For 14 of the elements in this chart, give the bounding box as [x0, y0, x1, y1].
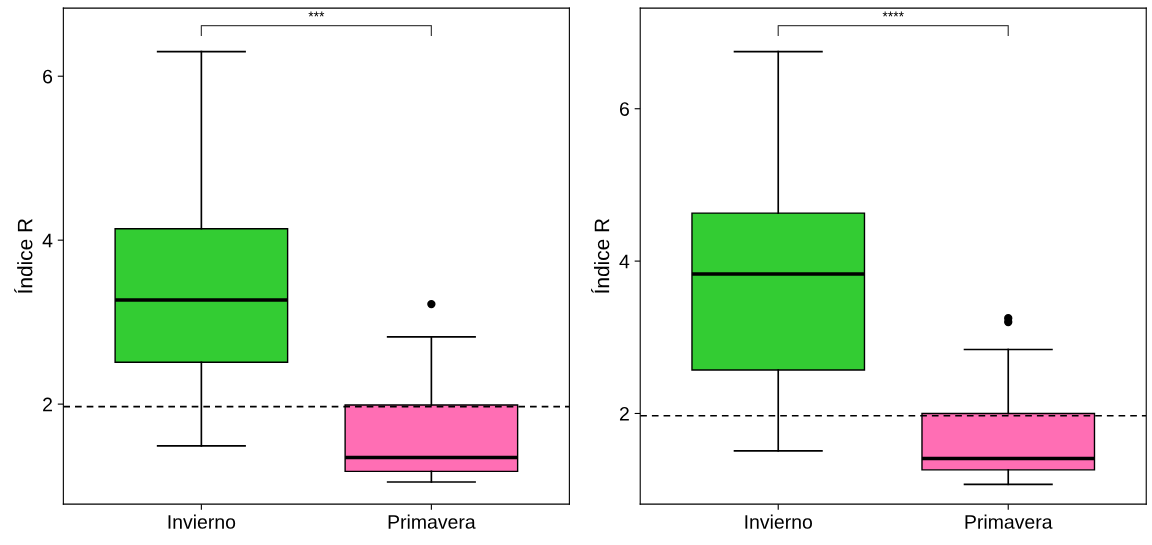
annotation: ****: [882, 11, 904, 17]
annotation: ***: [308, 11, 325, 17]
y-tick-label: 6: [43, 69, 53, 84]
y-tick-label: 2: [43, 397, 52, 412]
x-tick-label: Primavera: [965, 514, 1053, 529]
y-axis-title: Índice R: [14, 218, 33, 293]
y-axis-title: Índice R: [591, 218, 610, 293]
y-tick-label: 4: [619, 254, 630, 269]
y-tick-label: 4: [42, 233, 53, 248]
y-tick-label: 6: [619, 102, 629, 116]
x-tick-label: Invierno: [168, 514, 236, 529]
y-tick-label: 2: [619, 406, 629, 421]
x-tick-label: Invierno: [745, 514, 812, 529]
x-tick-label: Primavera: [388, 514, 476, 529]
